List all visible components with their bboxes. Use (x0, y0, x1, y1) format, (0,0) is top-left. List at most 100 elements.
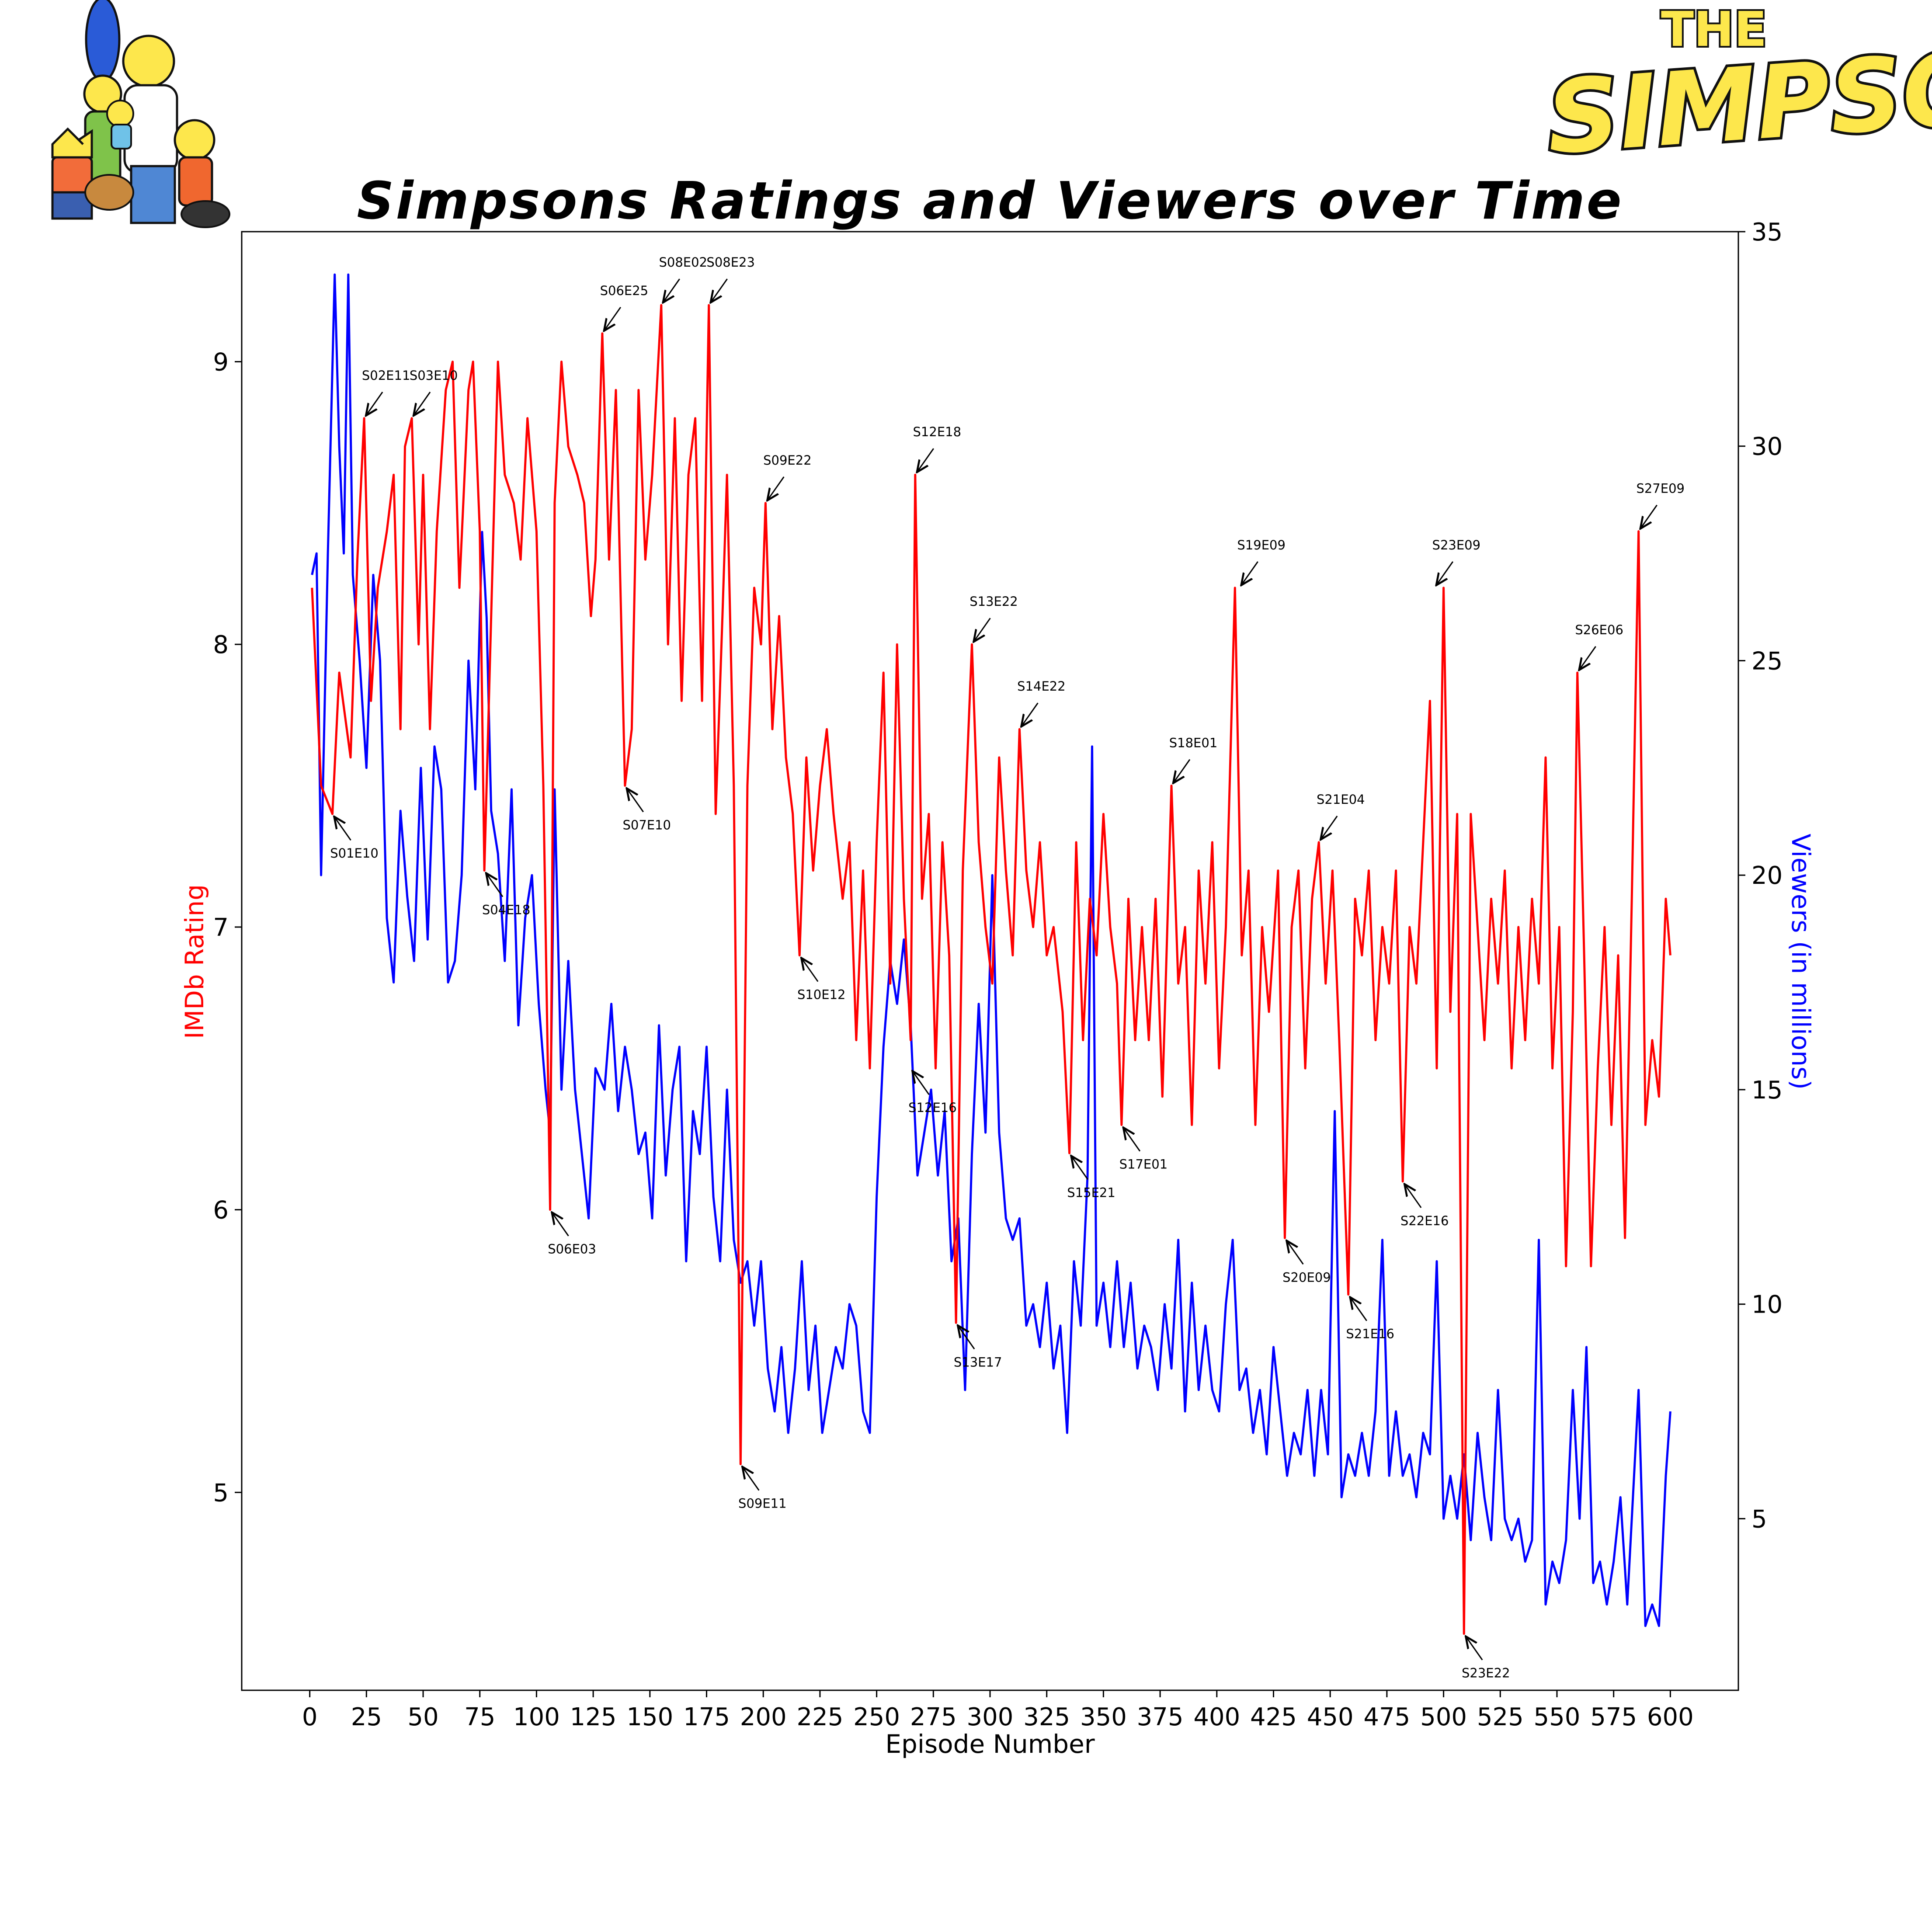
annotation-arrow (711, 278, 728, 302)
x-tick-label: 450 (1307, 1703, 1354, 1731)
x-tick-label: 75 (464, 1703, 495, 1731)
annotation-arrow (334, 817, 351, 841)
x-tick-label: 575 (1590, 1703, 1637, 1731)
annotation-label: S08E23 (706, 255, 755, 270)
annotation-arrow (1241, 561, 1258, 585)
x-tick-label: 275 (910, 1703, 957, 1731)
annotation-arrow (366, 391, 383, 416)
x-tick-label: 350 (1080, 1703, 1127, 1731)
y-right-tick-label: 20 (1751, 862, 1783, 890)
annotation-arrow (414, 391, 431, 416)
annotation-label: S08E02 (659, 255, 707, 270)
x-tick-label: 25 (351, 1703, 382, 1731)
x-tick-label: 550 (1534, 1703, 1581, 1731)
x-tick-label: 300 (967, 1703, 1014, 1731)
annotation-arrow (912, 1071, 930, 1095)
annotation-arrow (1466, 1637, 1483, 1661)
y-right-tick-label: 10 (1751, 1291, 1783, 1319)
x-tick-label: 600 (1647, 1703, 1694, 1731)
annotation-label: S10E12 (797, 987, 846, 1002)
annotation-arrow (973, 618, 991, 642)
annotation-arrow (801, 958, 819, 982)
plot-area (241, 231, 1739, 1691)
annotation-arrow (1173, 759, 1191, 783)
annotation-arrow (1071, 1156, 1088, 1180)
annotation-arrow (742, 1467, 760, 1491)
y-axis-right-label: Viewers (in millions) (1786, 834, 1816, 1090)
annotation-arrow (1404, 1184, 1422, 1208)
annotation-arrow (552, 1213, 569, 1237)
x-tick-label: 0 (302, 1703, 318, 1731)
annotation-arrow (1350, 1297, 1367, 1321)
y-right-tick-label: 5 (1751, 1505, 1767, 1533)
annotation-arrow (604, 306, 622, 331)
x-tick-label: 250 (853, 1703, 900, 1731)
annotation-label: S13E22 (969, 594, 1018, 609)
x-tick-label: 475 (1363, 1703, 1410, 1731)
annotation-arrow (767, 476, 785, 500)
annotation-label: S03E10 (410, 368, 458, 383)
x-tick-label: 525 (1477, 1703, 1524, 1731)
annotation-label: S18E01 (1169, 736, 1218, 751)
annotation-arrow (486, 873, 504, 897)
annotation-label: S12E18 (913, 424, 962, 439)
x-tick-label: 175 (683, 1703, 730, 1731)
annotation-arrow (1123, 1128, 1141, 1152)
annotation-label: S23E09 (1432, 538, 1481, 552)
simpsons-family-illustration (51, 0, 230, 228)
y-left-tick-label: 5 (213, 1479, 229, 1507)
x-tick-label: 425 (1250, 1703, 1297, 1731)
rating-series-line (311, 304, 1671, 1635)
x-tick-label: 225 (796, 1703, 843, 1731)
x-tick-label: 325 (1023, 1703, 1070, 1731)
x-tick-label: 50 (407, 1703, 438, 1731)
annotation-arrow (627, 789, 644, 813)
x-tick-label: 150 (626, 1703, 673, 1731)
annotation-label: S19E09 (1237, 538, 1286, 552)
annotation-label: S14E22 (1017, 679, 1066, 694)
annotation-arrow (1579, 646, 1596, 670)
y-left-tick-label: 8 (213, 631, 229, 659)
x-tick-label: 500 (1420, 1703, 1467, 1731)
annotation-arrow (1436, 561, 1454, 585)
annotation-label: S17E01 (1119, 1157, 1168, 1172)
y-right-tick-label: 35 (1751, 218, 1783, 247)
annotation-arrow (958, 1325, 975, 1350)
axis-ticks: 0 25 50 75 100 125 150 175 200 225 250 275 300 325 350… (213, 218, 1783, 1731)
y-left-tick-label: 9 (213, 348, 229, 376)
y-right-tick-label: 25 (1751, 647, 1783, 675)
annotation-label: S22E16 (1400, 1213, 1449, 1228)
x-tick-label: 100 (513, 1703, 560, 1731)
viewers-series-line (311, 273, 1671, 1627)
annotation-label: S01E10 (330, 846, 379, 861)
annotation-arrow (917, 448, 935, 472)
annotation-label: S12E16 (908, 1100, 957, 1115)
annotation-label: S15E21 (1067, 1185, 1115, 1200)
annotation-arrow (1320, 816, 1338, 840)
annotation-arrow (663, 278, 680, 302)
y-right-tick-label: 30 (1751, 433, 1783, 461)
annotation-label: S21E16 (1346, 1327, 1394, 1341)
annotation-label: S13E17 (954, 1355, 1002, 1369)
x-tick-label: 375 (1137, 1703, 1184, 1731)
y-left-tick-label: 7 (213, 914, 229, 942)
x-axis-label: Episode Number (885, 1729, 1095, 1759)
logo-the-text: THE (1661, 1, 1767, 57)
x-tick-label: 125 (570, 1703, 617, 1731)
y-left-tick-label: 6 (213, 1196, 229, 1225)
annotation-label: S23E22 (1462, 1666, 1510, 1681)
annotation-arrow (1286, 1241, 1304, 1265)
annotation-label: S26E06 (1575, 622, 1623, 637)
annotation-label: S09E11 (738, 1496, 787, 1511)
annotation-label: S02E11 (362, 368, 410, 383)
x-tick-label: 200 (740, 1703, 787, 1731)
annotation-label: S04E18 (482, 903, 531, 917)
annotation-label: S06E03 (548, 1242, 596, 1257)
annotation-label: S09E22 (763, 453, 812, 468)
annotation-label: S07E10 (622, 818, 671, 833)
x-tick-label: 400 (1193, 1703, 1240, 1731)
simpsons-logo: THE SIMPSONS (1540, 0, 1932, 180)
annotation-label: S27E09 (1636, 481, 1685, 496)
